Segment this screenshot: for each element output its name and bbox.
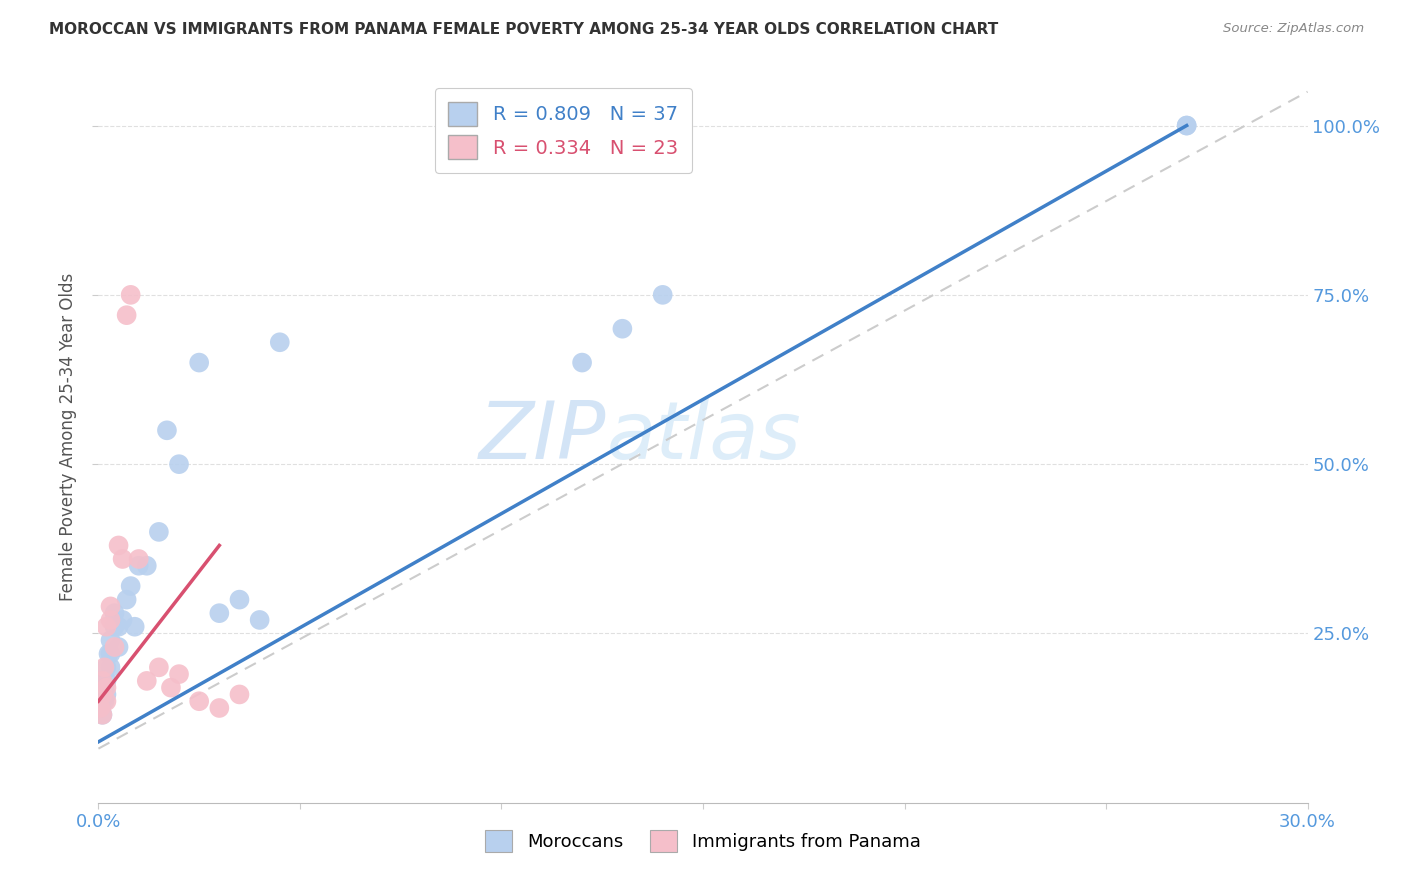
Text: atlas: atlas <box>606 398 801 476</box>
Point <box>115 592 138 607</box>
Point <box>100 647 122 661</box>
Point <box>156 423 179 437</box>
Point <box>228 592 250 607</box>
Point <box>93 694 115 708</box>
Point <box>120 288 142 302</box>
Point <box>612 322 634 336</box>
Point <box>111 552 134 566</box>
Point <box>107 620 129 634</box>
Point <box>148 524 170 539</box>
Point <box>90 694 112 708</box>
Point <box>651 288 673 302</box>
Text: MOROCCAN VS IMMIGRANTS FROM PANAMA FEMALE POVERTY AMONG 25-34 YEAR OLDS CORRELAT: MOROCCAN VS IMMIGRANTS FROM PANAMA FEMAL… <box>49 22 998 37</box>
Point <box>103 640 125 654</box>
Point <box>167 457 190 471</box>
Point <box>107 538 129 552</box>
Point <box>208 701 231 715</box>
Point <box>571 355 593 369</box>
Point <box>167 667 190 681</box>
Point <box>96 681 118 695</box>
Text: ZIP: ZIP <box>479 398 606 476</box>
Point <box>96 660 118 674</box>
Point <box>249 613 271 627</box>
Point <box>89 701 111 715</box>
Point <box>91 673 114 688</box>
Point <box>91 707 114 722</box>
Point <box>228 688 250 702</box>
Point <box>96 688 118 702</box>
Point <box>91 688 114 702</box>
Point <box>208 606 231 620</box>
Point <box>120 579 142 593</box>
Point <box>1175 119 1198 133</box>
Point <box>1175 119 1198 133</box>
Point <box>160 681 183 695</box>
Legend: Moroccans, Immigrants from Panama: Moroccans, Immigrants from Panama <box>475 820 931 863</box>
Point <box>103 606 125 620</box>
Point <box>100 599 122 614</box>
Point <box>111 613 134 627</box>
Text: Source: ZipAtlas.com: Source: ZipAtlas.com <box>1223 22 1364 36</box>
Point <box>97 647 120 661</box>
Point <box>128 552 150 566</box>
Point <box>148 660 170 674</box>
Point <box>93 681 115 695</box>
Point <box>93 660 115 674</box>
Point <box>89 701 111 715</box>
Point <box>96 673 118 688</box>
Point <box>124 620 146 634</box>
Point <box>188 355 211 369</box>
Point <box>100 660 122 674</box>
Point <box>96 694 118 708</box>
Point <box>96 620 118 634</box>
Point <box>91 707 114 722</box>
Point <box>91 688 114 702</box>
Point <box>107 640 129 654</box>
Point <box>188 694 211 708</box>
Point <box>103 620 125 634</box>
Point <box>115 308 138 322</box>
Point <box>269 335 291 350</box>
Point <box>135 673 157 688</box>
Y-axis label: Female Poverty Among 25-34 Year Olds: Female Poverty Among 25-34 Year Olds <box>59 273 77 601</box>
Point <box>135 558 157 573</box>
Point <box>128 558 150 573</box>
Point <box>100 613 122 627</box>
Point <box>91 673 114 688</box>
Point <box>100 633 122 648</box>
